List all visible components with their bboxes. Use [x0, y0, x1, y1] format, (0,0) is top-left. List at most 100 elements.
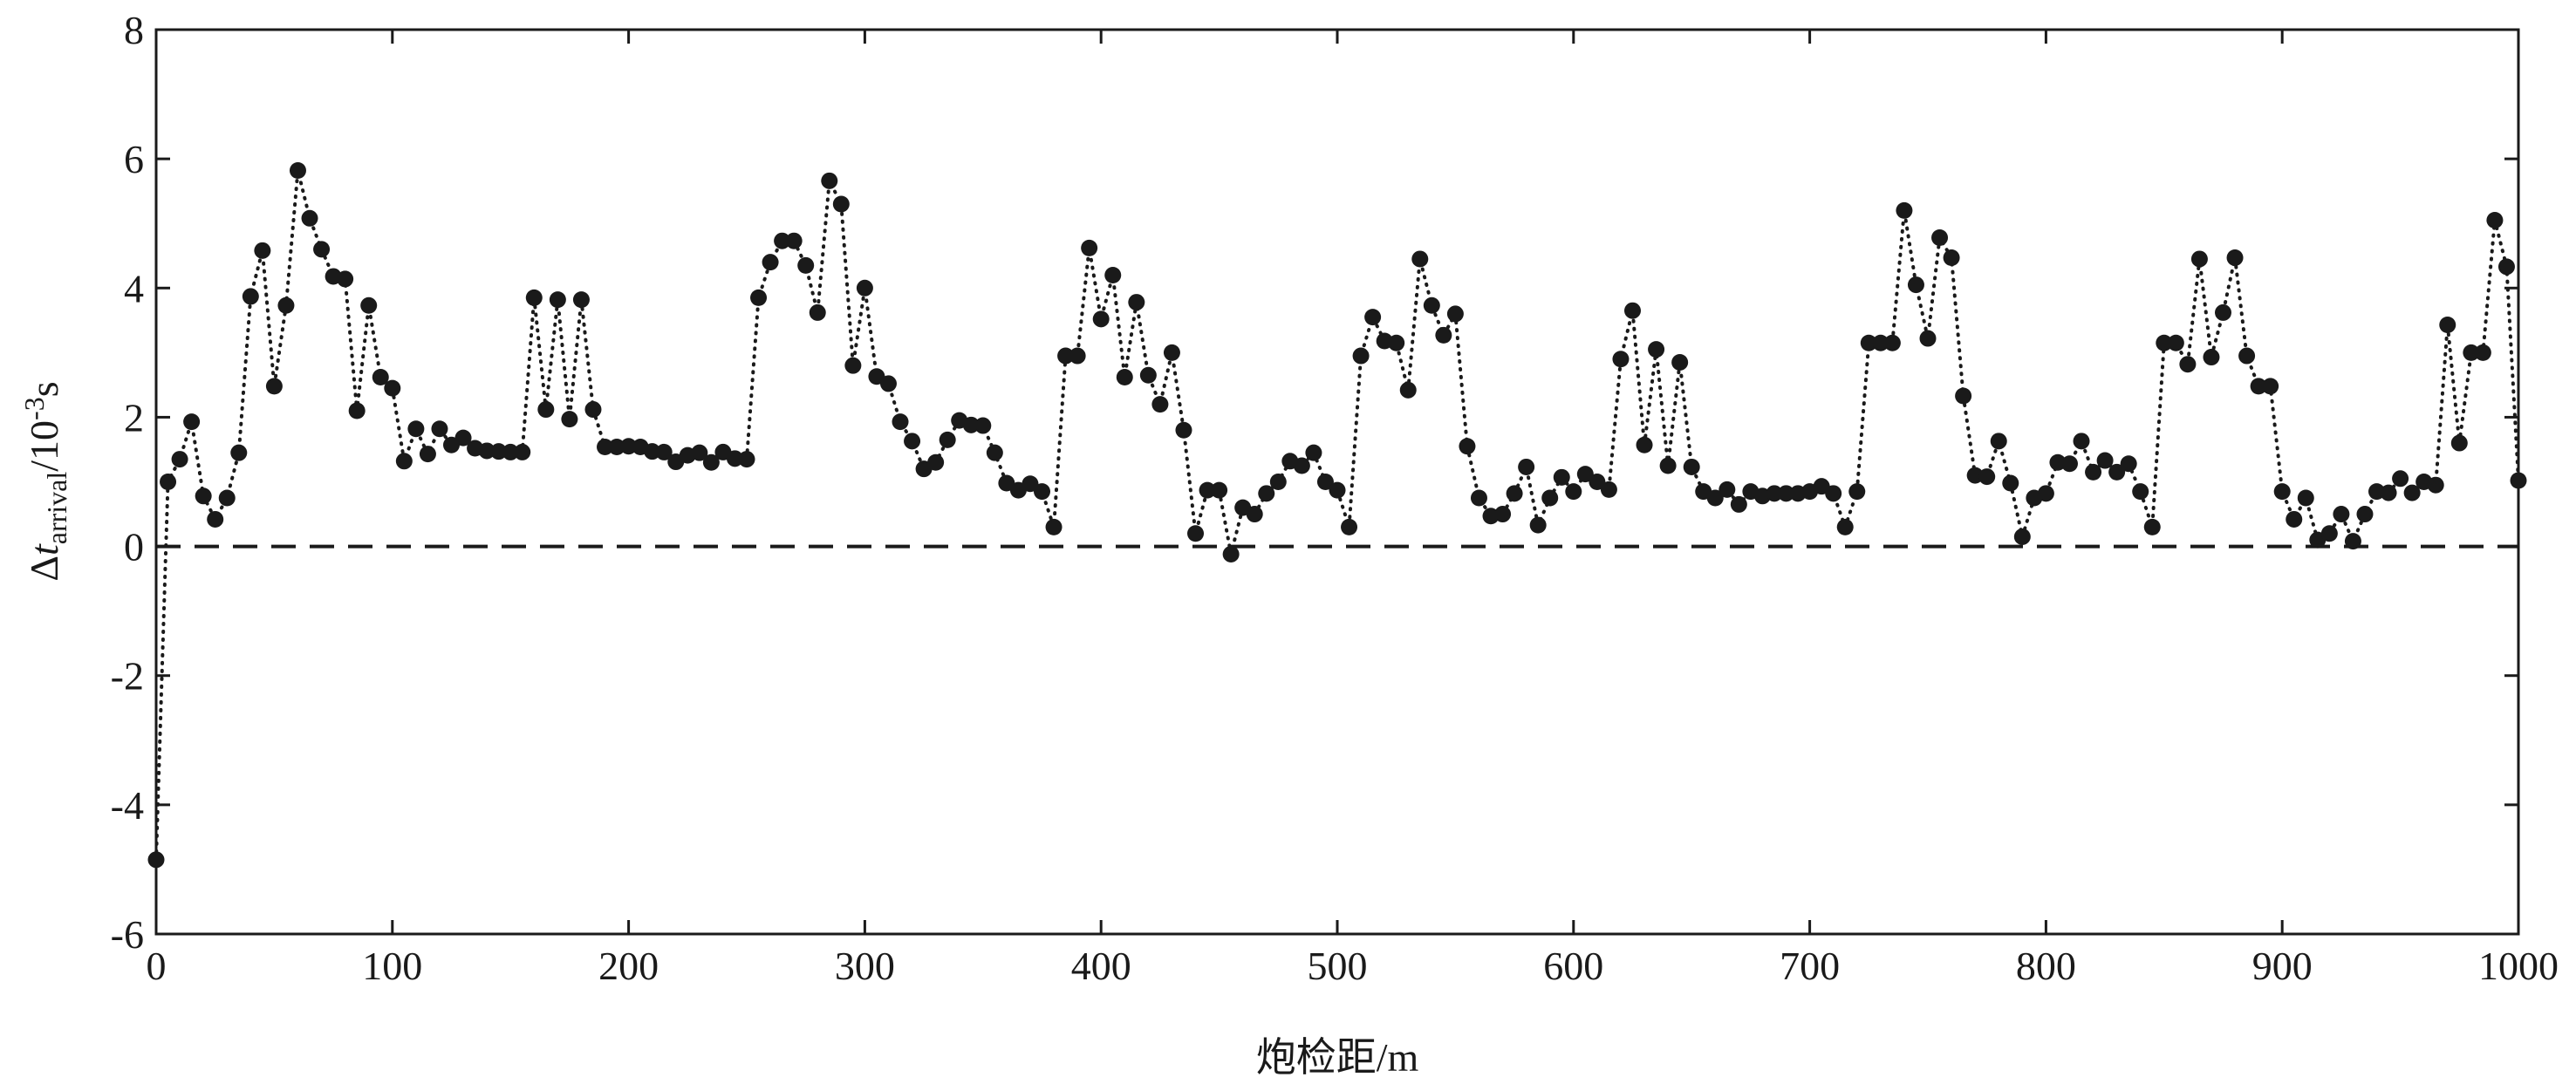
data-point — [2132, 483, 2149, 501]
data-point — [1092, 310, 1110, 328]
data-point — [974, 417, 992, 434]
data-point — [265, 378, 283, 395]
data-point — [1730, 495, 1747, 513]
y-label-part: t — [22, 543, 66, 556]
data-point — [525, 289, 543, 306]
data-point — [1116, 369, 1133, 386]
data-point — [1211, 481, 1228, 499]
data-point — [1541, 489, 1559, 507]
data-point — [2320, 525, 2338, 542]
data-point — [1931, 229, 1949, 247]
x-tick-label: 600 — [1543, 944, 1603, 988]
data-point — [1151, 396, 1169, 413]
y-label-part: Δ — [22, 556, 66, 582]
data-point — [419, 446, 436, 463]
data-point — [1600, 481, 1617, 498]
data-point — [904, 433, 921, 450]
data-point — [195, 487, 212, 505]
data-point — [2427, 476, 2444, 494]
data-point — [1706, 489, 1724, 507]
data-point — [2250, 378, 2267, 395]
data-point — [785, 232, 803, 249]
data-point — [1057, 347, 1075, 365]
data-point — [254, 242, 271, 259]
y-tick-label: 6 — [124, 137, 144, 181]
data-point — [821, 172, 838, 189]
data-point — [431, 420, 448, 438]
data-point — [762, 254, 779, 271]
data-point — [1435, 326, 1452, 344]
data-point — [620, 438, 638, 455]
data-point — [774, 232, 791, 249]
y-tick-label: 2 — [124, 395, 144, 440]
data-point — [1316, 474, 1334, 490]
data-point — [1081, 239, 1098, 256]
data-point — [1943, 249, 1960, 266]
data-point — [277, 297, 295, 314]
data-point — [2226, 249, 2244, 266]
data-point — [1459, 438, 1476, 455]
data-point — [289, 161, 306, 179]
data-point — [1175, 421, 1192, 439]
y-label-part: -3 — [18, 397, 50, 420]
data-point — [2403, 484, 2421, 501]
data-point — [856, 279, 873, 297]
y-tick-label: -2 — [111, 654, 144, 699]
data-point — [1907, 276, 1924, 294]
x-tick-label: 400 — [1071, 944, 1131, 988]
data-point — [2238, 347, 2256, 365]
data-point — [2167, 334, 2184, 351]
data-point — [655, 443, 673, 460]
data-point — [2179, 356, 2197, 373]
data-point — [1388, 334, 1405, 351]
data-point — [1258, 485, 1275, 502]
data-point — [337, 270, 354, 288]
x-tick-label: 200 — [598, 944, 659, 988]
data-point — [2344, 533, 2361, 550]
data-point — [1683, 458, 1700, 475]
data-point — [1990, 433, 2007, 450]
data-point — [1636, 436, 1653, 453]
data-point — [1872, 334, 1889, 351]
data-line — [154, 169, 2520, 862]
data-point — [1565, 483, 1582, 501]
data-point — [1836, 518, 1854, 535]
data-point — [2380, 484, 2397, 501]
data-point — [2013, 528, 2031, 545]
data-point — [2262, 378, 2279, 395]
x-tick-label: 900 — [2252, 944, 2313, 988]
data-point — [2120, 455, 2137, 473]
data-point — [1612, 351, 1630, 368]
data-point — [2392, 470, 2409, 487]
data-point — [1778, 485, 1795, 502]
data-point — [2510, 472, 2527, 489]
data-point — [879, 375, 897, 392]
x-axis-label: 炮检距/m — [1256, 1035, 1419, 1080]
data-point — [844, 357, 862, 374]
data-point — [1246, 506, 1263, 523]
data-point — [2463, 344, 2480, 361]
data-point — [2273, 483, 2291, 501]
data-point — [1069, 347, 1086, 365]
data-point — [2439, 317, 2456, 334]
data-point — [2450, 434, 2468, 452]
data-point — [2085, 463, 2102, 481]
data-point — [1470, 489, 1487, 507]
data-point — [2297, 489, 2314, 507]
data-point — [2203, 349, 2220, 366]
data-point — [2096, 452, 2114, 469]
data-point — [2060, 455, 2078, 473]
y-tick-label: -6 — [111, 912, 144, 957]
data-point — [348, 402, 366, 419]
data-point — [384, 379, 401, 397]
data-point — [2356, 506, 2374, 523]
data-point — [372, 369, 389, 386]
y-tick-label: 8 — [124, 8, 144, 52]
data-point — [1104, 266, 1122, 283]
data-point — [1671, 353, 1689, 371]
data-point — [514, 443, 531, 460]
data-point — [1222, 545, 1240, 562]
data-point — [395, 453, 413, 470]
data-point — [1529, 516, 1547, 534]
